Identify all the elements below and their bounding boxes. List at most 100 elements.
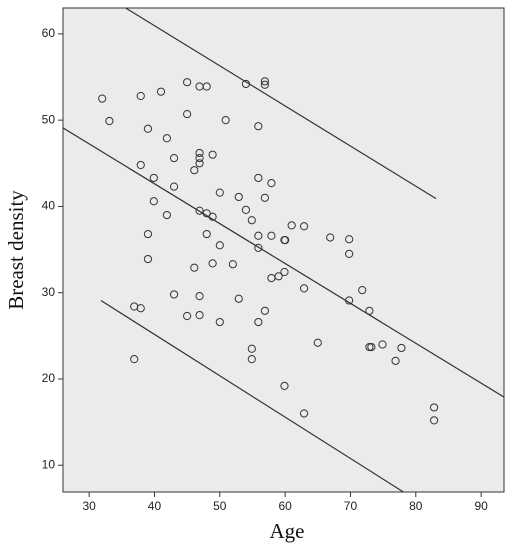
data-point bbox=[169, 182, 179, 191]
data-point bbox=[299, 284, 309, 293]
data-point bbox=[254, 173, 263, 183]
data-point bbox=[326, 233, 335, 242]
data-point bbox=[98, 94, 107, 103]
data-point bbox=[254, 243, 263, 252]
data-point bbox=[280, 267, 289, 277]
data-point bbox=[195, 311, 204, 320]
data-point bbox=[345, 235, 354, 244]
data-point bbox=[208, 150, 217, 159]
data-point bbox=[183, 78, 192, 87]
y-tick-label: 30 bbox=[42, 285, 56, 299]
data-point bbox=[221, 116, 230, 125]
data-point bbox=[254, 122, 263, 131]
data-point bbox=[287, 221, 296, 230]
data-point bbox=[195, 206, 204, 215]
fit-line bbox=[125, 8, 437, 200]
data-point bbox=[281, 235, 290, 245]
x-tick-label: 90 bbox=[474, 499, 488, 513]
data-point bbox=[195, 292, 204, 301]
x-axis-label: Age bbox=[270, 519, 305, 543]
y-tick-label: 50 bbox=[42, 112, 56, 126]
data-point bbox=[260, 77, 269, 86]
data-point bbox=[136, 304, 145, 313]
data-point bbox=[190, 166, 199, 175]
x-tick-label: 80 bbox=[409, 499, 423, 513]
data-point bbox=[162, 210, 171, 220]
data-point bbox=[429, 416, 439, 425]
data-point bbox=[391, 356, 400, 365]
data-point bbox=[254, 231, 263, 240]
data-point bbox=[247, 216, 256, 225]
data-point bbox=[267, 179, 276, 188]
data-point bbox=[358, 286, 367, 295]
data-point bbox=[130, 355, 139, 364]
data-point bbox=[345, 249, 354, 258]
data-point bbox=[208, 259, 217, 268]
data-point bbox=[149, 173, 158, 183]
data-point bbox=[367, 342, 376, 352]
fit-line bbox=[100, 299, 404, 492]
data-point bbox=[345, 296, 354, 305]
data-point bbox=[241, 79, 251, 89]
data-point bbox=[260, 306, 269, 315]
data-point bbox=[254, 317, 263, 327]
data-point bbox=[260, 80, 269, 89]
data-point bbox=[365, 306, 374, 315]
data-point bbox=[299, 409, 309, 418]
data-point bbox=[162, 134, 171, 143]
x-tick-label: 50 bbox=[213, 499, 227, 513]
data-point bbox=[143, 229, 153, 239]
data-point bbox=[169, 290, 179, 299]
data-point bbox=[260, 193, 269, 202]
data-point bbox=[429, 403, 439, 412]
data-point bbox=[241, 205, 251, 214]
y-tick-label: 60 bbox=[42, 26, 56, 40]
data-point bbox=[202, 82, 211, 91]
data-point bbox=[215, 241, 224, 250]
data-point bbox=[195, 148, 204, 158]
data-point bbox=[280, 381, 289, 390]
data-point bbox=[247, 344, 256, 353]
data-point bbox=[190, 263, 199, 272]
data-point bbox=[228, 260, 237, 269]
data-point bbox=[149, 197, 158, 206]
x-tick-label: 40 bbox=[148, 499, 162, 513]
data-point bbox=[105, 116, 114, 126]
data-point bbox=[143, 254, 153, 264]
data-point bbox=[313, 338, 322, 347]
data-point bbox=[183, 311, 192, 321]
data-point bbox=[247, 355, 256, 364]
data-point bbox=[183, 110, 192, 119]
data-point bbox=[267, 231, 276, 240]
data-point bbox=[202, 209, 211, 218]
plot-area bbox=[62, 7, 505, 493]
data-point bbox=[215, 188, 224, 197]
fit-line bbox=[63, 127, 504, 398]
y-tick-label: 10 bbox=[42, 457, 56, 471]
y-tick-label: 40 bbox=[42, 199, 56, 213]
x-tick-label: 30 bbox=[82, 499, 96, 513]
data-point bbox=[378, 340, 387, 349]
data-point bbox=[208, 212, 217, 221]
x-tick-label: 60 bbox=[278, 499, 292, 513]
data-point bbox=[195, 159, 204, 168]
data-point bbox=[397, 343, 406, 353]
data-point bbox=[274, 272, 283, 281]
x-tick-label: 70 bbox=[344, 499, 358, 513]
data-point bbox=[169, 154, 179, 163]
plot-content bbox=[63, 8, 504, 492]
data-point bbox=[136, 91, 145, 101]
data-point bbox=[195, 154, 204, 163]
data-point bbox=[136, 160, 145, 170]
y-tick-label: 20 bbox=[42, 371, 56, 385]
data-point bbox=[299, 222, 309, 231]
data-point bbox=[215, 317, 224, 327]
data-point bbox=[156, 87, 166, 96]
data-point bbox=[234, 294, 243, 303]
y-axis-label: Breast density bbox=[4, 190, 28, 310]
data-point bbox=[202, 229, 211, 239]
data-point bbox=[234, 192, 243, 202]
data-point bbox=[143, 124, 153, 133]
